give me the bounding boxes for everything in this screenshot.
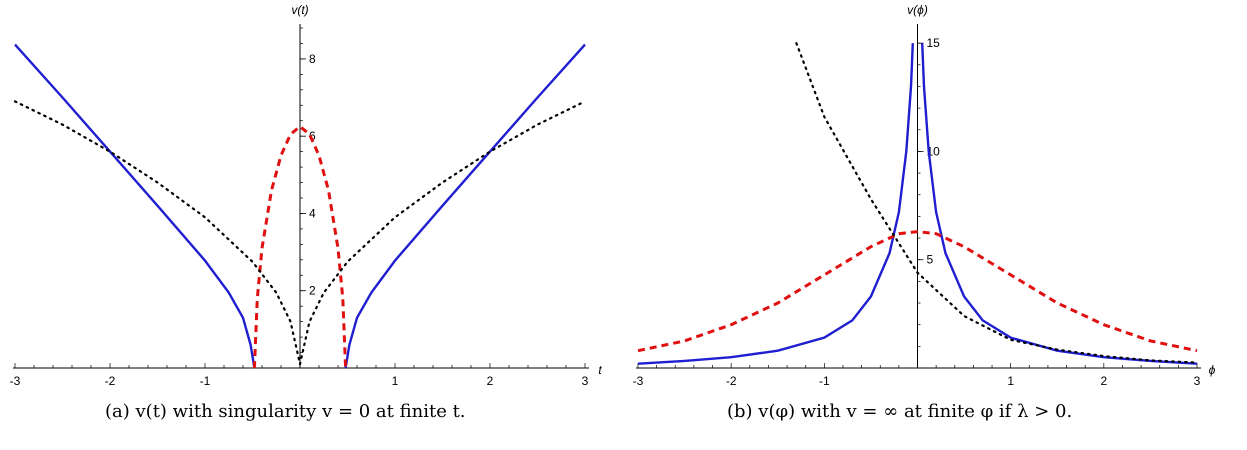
series-dotted-line	[795, 42, 1199, 364]
x-axis-label: ϕ	[1209, 363, 1216, 377]
x-tick-label: -3	[633, 374, 644, 388]
y-tick-label: 15	[927, 36, 941, 50]
y-tick-label: 4	[309, 206, 316, 220]
caption-b: (b) v(φ) with v = ∞ at finite φ if λ > 0…	[727, 401, 1073, 422]
x-tick-label: -1	[200, 374, 211, 388]
y-axis-label: v(t)	[291, 3, 308, 17]
series-dashed-line	[252, 124, 348, 369]
series-dotted-line	[13, 100, 302, 366]
x-tick-label: 3	[1194, 374, 1201, 388]
series-solid-line	[344, 43, 586, 369]
x-tick-label: 1	[1007, 374, 1014, 388]
y-tick-label: 8	[309, 52, 316, 66]
caption-a: (a) v(t) with singularity v = 0 at finit…	[105, 401, 466, 422]
x-tick-label: -1	[819, 374, 830, 388]
series-dashed-line	[637, 230, 1198, 353]
x-tick-label: -2	[105, 374, 116, 388]
x-axis-label: t	[598, 363, 602, 377]
y-axis-label: v(ϕ)	[907, 3, 928, 17]
y-tick-label: 6	[309, 129, 316, 143]
x-tick-label: 3	[582, 374, 589, 388]
x-tick-label: -2	[726, 374, 737, 388]
x-tick-label: 2	[487, 374, 494, 388]
x-tick-label: 1	[392, 374, 399, 388]
y-tick-label: 2	[309, 284, 316, 298]
series-dotted-line	[298, 100, 587, 366]
y-tick-label: 5	[927, 253, 934, 267]
series-solid-line	[14, 43, 256, 369]
series-solid-line	[637, 43, 914, 365]
x-tick-label: -3	[10, 374, 21, 388]
panel-a-plot: -3 -2 -1 1 2 3 2 4 6 8 v(t) t	[10, 3, 603, 388]
x-tick-label: 2	[1100, 374, 1107, 388]
series-solid-line	[921, 43, 1198, 365]
